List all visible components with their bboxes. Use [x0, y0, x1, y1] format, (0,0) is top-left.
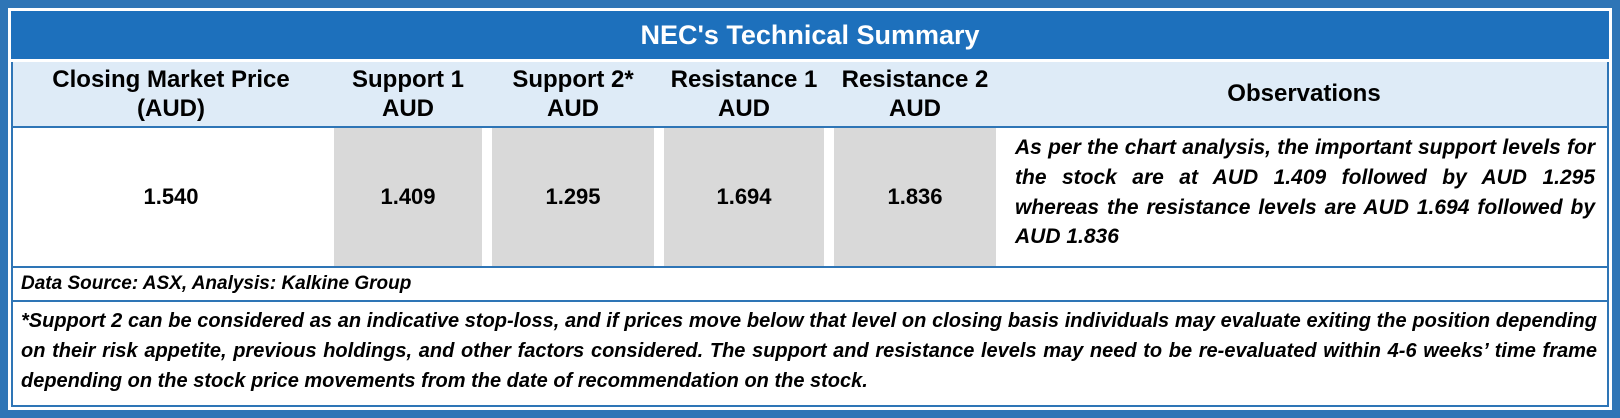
table-body: Closing Market Price (AUD) Support 1 AUD…	[11, 62, 1609, 407]
header-sub-label: AUD	[547, 95, 599, 122]
header-sub-label: AUD	[889, 95, 941, 122]
header-resistance-1: Resistance 1 AUD	[659, 62, 829, 126]
observations-text: As per the chart analysis, the important…	[1001, 128, 1607, 266]
data-row: 1.540 1.409 1.295 1.694 1.836 As per the…	[13, 126, 1607, 268]
header-closing-price: Closing Market Price (AUD)	[13, 62, 329, 126]
header-support-1: Support 1 AUD	[329, 62, 487, 126]
resistance-2-value: 1.836	[834, 128, 996, 266]
header-label: Closing Market Price (AUD)	[52, 65, 290, 122]
closing-price-value: 1.540	[13, 128, 329, 266]
header-observations: Observations	[1001, 62, 1607, 126]
header-sub-label: AUD	[382, 95, 434, 122]
table-title: NEC's Technical Summary	[11, 11, 1609, 59]
header-support-2: Support 2* AUD	[487, 62, 659, 126]
header-label: Support 1	[352, 65, 464, 93]
support-2-cell: 1.295	[487, 128, 659, 266]
header-resistance-2: Resistance 2 AUD	[829, 62, 1001, 126]
resistance-1-cell: 1.694	[659, 128, 829, 266]
support-2-value: 1.295	[492, 128, 654, 266]
data-source-note: Data Source: ASX, Analysis: Kalkine Grou…	[13, 268, 1607, 302]
header-label: Support 2*	[512, 65, 634, 93]
header-row: Closing Market Price (AUD) Support 1 AUD…	[13, 62, 1607, 126]
header-label: Resistance 2	[841, 65, 989, 93]
support-1-cell: 1.409	[329, 128, 487, 266]
header-label: Resistance 1	[670, 65, 818, 93]
resistance-1-value: 1.694	[664, 128, 824, 266]
header-sub-label: AUD	[718, 95, 770, 122]
footnote-text: *Support 2 can be considered as an indic…	[21, 310, 1597, 392]
resistance-2-cell: 1.836	[829, 128, 1001, 266]
support-1-value: 1.409	[334, 128, 482, 266]
header-label: Observations	[1227, 80, 1381, 108]
